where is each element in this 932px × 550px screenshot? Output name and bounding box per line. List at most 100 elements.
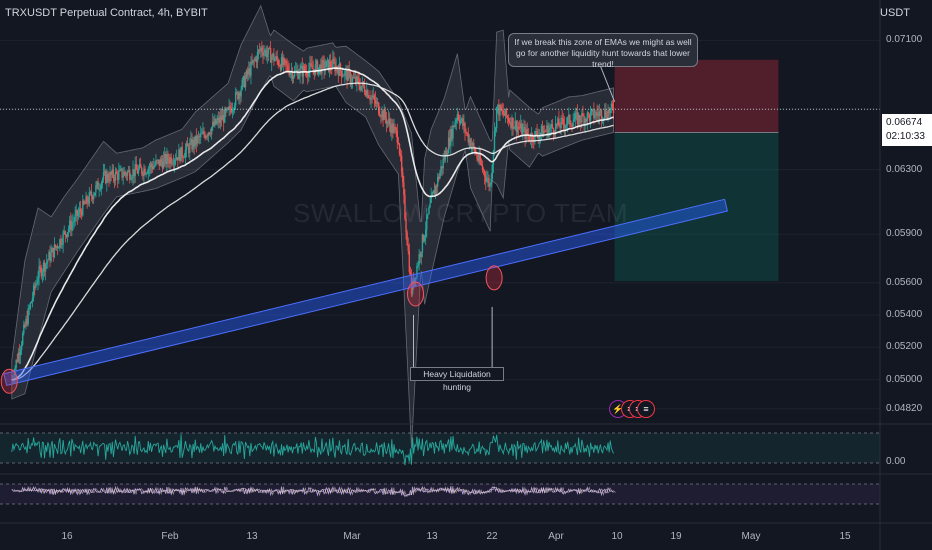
candle-body	[473, 142, 475, 148]
candle-body	[267, 47, 270, 54]
candle-body	[357, 76, 359, 80]
candle-body	[476, 153, 478, 159]
candle-body	[268, 47, 271, 49]
candle-body	[385, 118, 388, 124]
candle-body	[378, 102, 380, 115]
candle-body	[544, 130, 546, 132]
candle-body	[232, 109, 235, 111]
x-tick-label: 10	[611, 531, 623, 542]
candle-body	[440, 166, 442, 173]
analysis-callout[interactable]: If we break this zone of EMAs we might a…	[508, 33, 698, 69]
candle-body	[571, 125, 573, 127]
candle-body	[181, 146, 183, 158]
candle-body	[554, 123, 557, 134]
candle-body	[291, 70, 294, 79]
candle-body	[420, 252, 423, 257]
liquidation-label[interactable]: Heavy Liquidation hunting	[410, 367, 504, 392]
candle-body	[417, 264, 419, 266]
candle-body	[284, 58, 286, 61]
callout-pointer	[599, 64, 616, 102]
candle-body	[287, 65, 289, 71]
candle-body	[23, 324, 25, 334]
candle-body	[72, 222, 74, 224]
last-price: 0.06674	[886, 117, 923, 128]
candle-body	[464, 123, 466, 132]
candle-body	[547, 125, 549, 137]
candle-body	[209, 134, 212, 135]
ema-fast-line	[11, 67, 614, 381]
candle-body	[581, 113, 583, 123]
candle-body	[261, 47, 263, 53]
candle-body	[457, 114, 460, 120]
candle-body	[220, 116, 223, 121]
candle-body	[141, 167, 143, 174]
us-flag-icon[interactable]: ≡	[637, 400, 655, 418]
candle-body	[380, 116, 382, 118]
candle-body	[611, 103, 614, 108]
candle-body	[381, 110, 383, 118]
candle-body	[550, 124, 552, 128]
candle-body	[532, 134, 534, 141]
candle-body	[560, 117, 562, 128]
candle-body	[424, 229, 427, 237]
candle-body	[132, 169, 134, 178]
candle-body	[93, 195, 95, 200]
candle-body	[463, 123, 465, 127]
candle-body	[351, 77, 354, 82]
candle-body	[392, 123, 394, 133]
candle-body	[369, 98, 371, 100]
candle-body	[523, 127, 525, 129]
candle-body	[298, 75, 300, 79]
candle-body	[459, 120, 462, 124]
candle-body	[564, 125, 567, 129]
candle-body	[453, 125, 455, 127]
candle-body	[103, 171, 106, 173]
candle-body	[462, 118, 464, 127]
candle-body	[423, 236, 426, 241]
candle-body	[371, 96, 373, 98]
candle-body	[126, 171, 129, 176]
candle-body	[257, 50, 260, 52]
candle-body	[530, 134, 533, 142]
candle-body	[340, 70, 343, 77]
candle-body	[583, 115, 585, 125]
candle-body	[16, 359, 18, 362]
candle-body	[542, 130, 545, 137]
candle-body	[505, 108, 508, 117]
candle-body	[112, 169, 115, 179]
x-tick-label: 13	[246, 531, 258, 542]
x-tick-label: Feb	[161, 531, 179, 542]
last-price-tag: 0.06674 02:10:33	[882, 114, 932, 146]
candle-body	[136, 169, 139, 174]
candle-body	[107, 173, 109, 180]
chart-grid	[0, 39, 880, 410]
candle-body	[79, 208, 82, 212]
position-zones	[614, 59, 779, 282]
candle-body	[604, 109, 606, 118]
candle-body	[608, 109, 610, 114]
candle-body	[437, 176, 439, 187]
candle-body	[133, 169, 135, 177]
candle-body	[102, 172, 105, 180]
candle-body	[97, 181, 99, 190]
candle-body	[433, 190, 436, 195]
event-badges[interactable]: ⚡ ≡ ≡ ≡	[609, 400, 655, 418]
candle-body	[490, 178, 492, 185]
candle-body	[610, 103, 613, 109]
y-tick-label: 0.06300	[886, 163, 923, 175]
candle-body	[130, 179, 132, 180]
candle-body	[253, 59, 255, 61]
candle-body	[366, 90, 368, 96]
candle-body	[328, 61, 331, 72]
candle-body	[66, 232, 69, 238]
liquidation-circle	[0, 368, 18, 394]
candle-body	[332, 58, 334, 69]
candle-body	[214, 118, 216, 126]
candle-body	[419, 254, 421, 257]
candle-body	[78, 208, 81, 214]
candle-body	[47, 259, 49, 262]
candle-body	[117, 173, 119, 180]
candle-body	[596, 112, 598, 115]
